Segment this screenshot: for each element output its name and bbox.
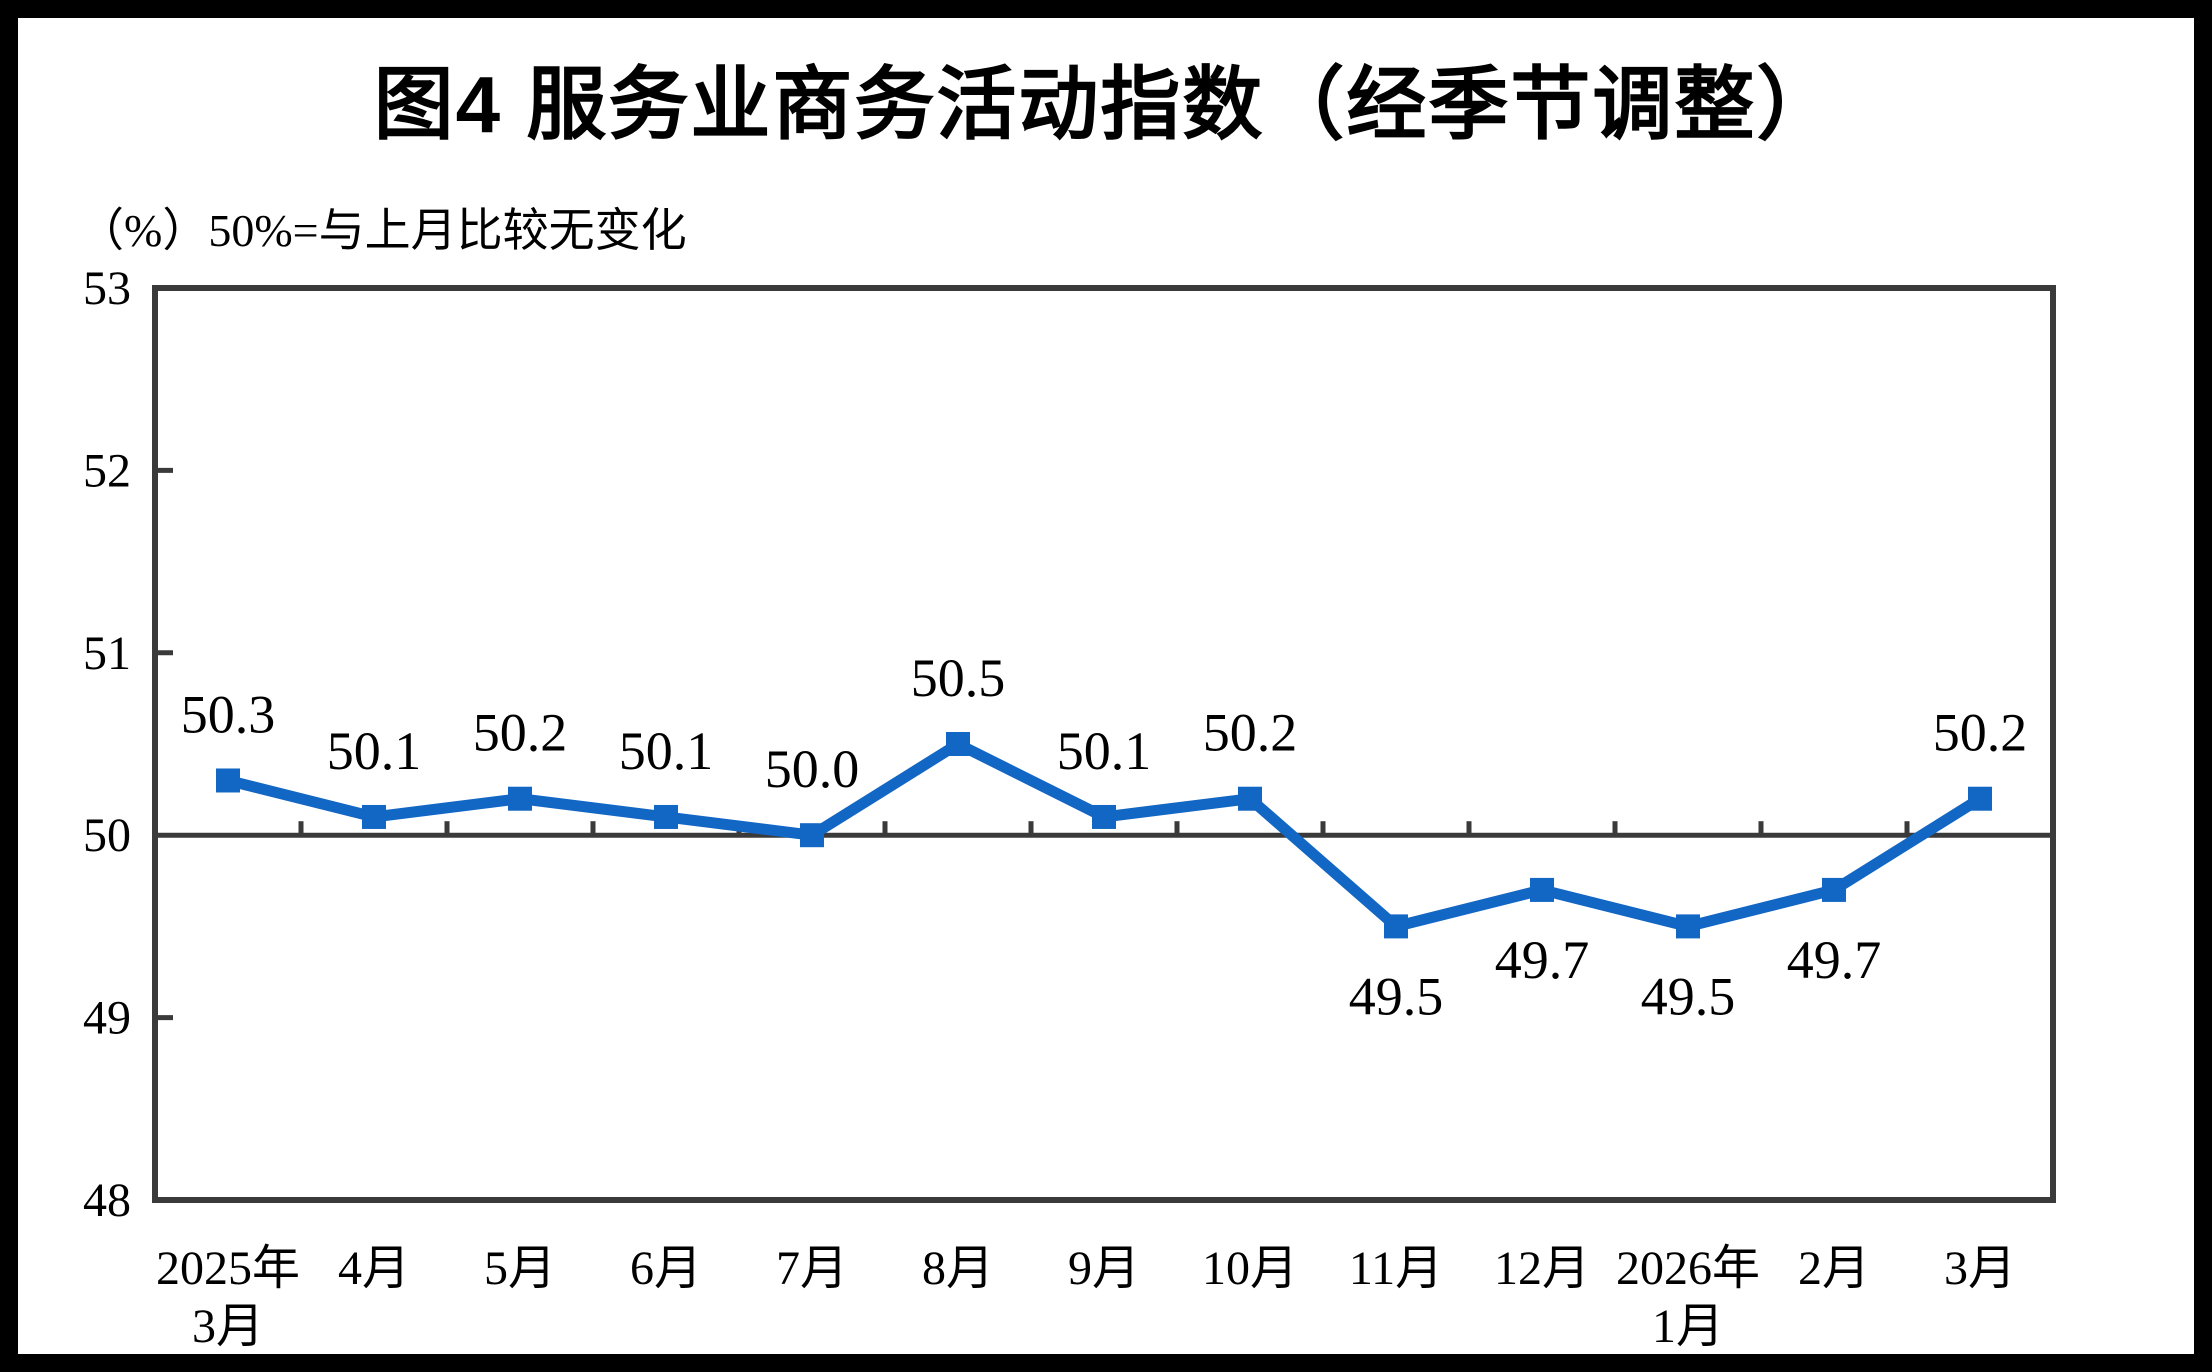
- data-point-marker: [1822, 877, 1846, 902]
- data-point-marker: [1530, 877, 1554, 902]
- x-tick-label: 3月: [1944, 1242, 2016, 1295]
- x-tick-label: 11月: [1349, 1242, 1443, 1295]
- data-point-marker: [1384, 914, 1408, 939]
- data-label: 49.7: [1787, 930, 1882, 990]
- axis-unit-note: （%）50%=与上月比较无变化: [78, 205, 687, 256]
- data-label: 50.3: [181, 684, 276, 744]
- data-point-marker: [508, 786, 532, 811]
- y-tick-label: 53: [83, 262, 131, 315]
- data-point-marker: [946, 732, 970, 756]
- data-point-marker: [216, 768, 240, 793]
- x-tick-label: 9月: [1068, 1242, 1140, 1295]
- data-point-marker: [654, 804, 678, 829]
- data-point-marker: [1092, 804, 1116, 829]
- data-label: 50.0: [765, 739, 860, 799]
- x-tick-label: 10月: [1202, 1242, 1298, 1295]
- data-label: 49.5: [1641, 966, 1736, 1026]
- y-tick-label: 48: [83, 1174, 131, 1227]
- data-label: 50.1: [619, 721, 714, 781]
- y-tick-label: 51: [83, 627, 131, 680]
- data-label: 50.1: [1057, 721, 1152, 781]
- data-label: 49.5: [1349, 966, 1444, 1026]
- data-point-marker: [1676, 914, 1700, 939]
- x-tick-label: 8月: [922, 1242, 994, 1295]
- x-tick-label: 2月: [1798, 1242, 1870, 1295]
- x-tick-label: 3月: [192, 1300, 264, 1353]
- data-label: 49.7: [1495, 930, 1590, 990]
- data-label: 50.5: [911, 648, 1006, 708]
- x-tick-label: 7月: [776, 1242, 848, 1295]
- plot-frame: [152, 285, 2056, 1203]
- x-tick-label: 1月: [1652, 1300, 1724, 1353]
- data-label: 50.2: [1933, 703, 2028, 763]
- data-label: 50.1: [327, 721, 422, 781]
- data-point-marker: [1238, 786, 1262, 811]
- y-tick-label: 50: [83, 809, 131, 862]
- data-label: 50.2: [473, 703, 568, 763]
- y-tick-label: 52: [83, 444, 131, 497]
- data-point-marker: [362, 804, 386, 829]
- x-tick-label: 5月: [484, 1242, 556, 1295]
- x-tick-label: 6月: [630, 1242, 702, 1295]
- x-tick-label: 12月: [1494, 1242, 1590, 1295]
- y-tick-label: 49: [83, 992, 131, 1045]
- x-tick-label: 2026年: [1616, 1242, 1760, 1295]
- data-point-marker: [800, 823, 824, 848]
- chart-title: 图4 服务业商务活动指数（经季节调整）: [373, 60, 1839, 149]
- x-tick-label: 2025年: [156, 1242, 300, 1295]
- data-point-marker: [1968, 786, 1992, 811]
- x-tick-label: 4月: [338, 1242, 410, 1295]
- data-label: 50.2: [1203, 703, 1298, 763]
